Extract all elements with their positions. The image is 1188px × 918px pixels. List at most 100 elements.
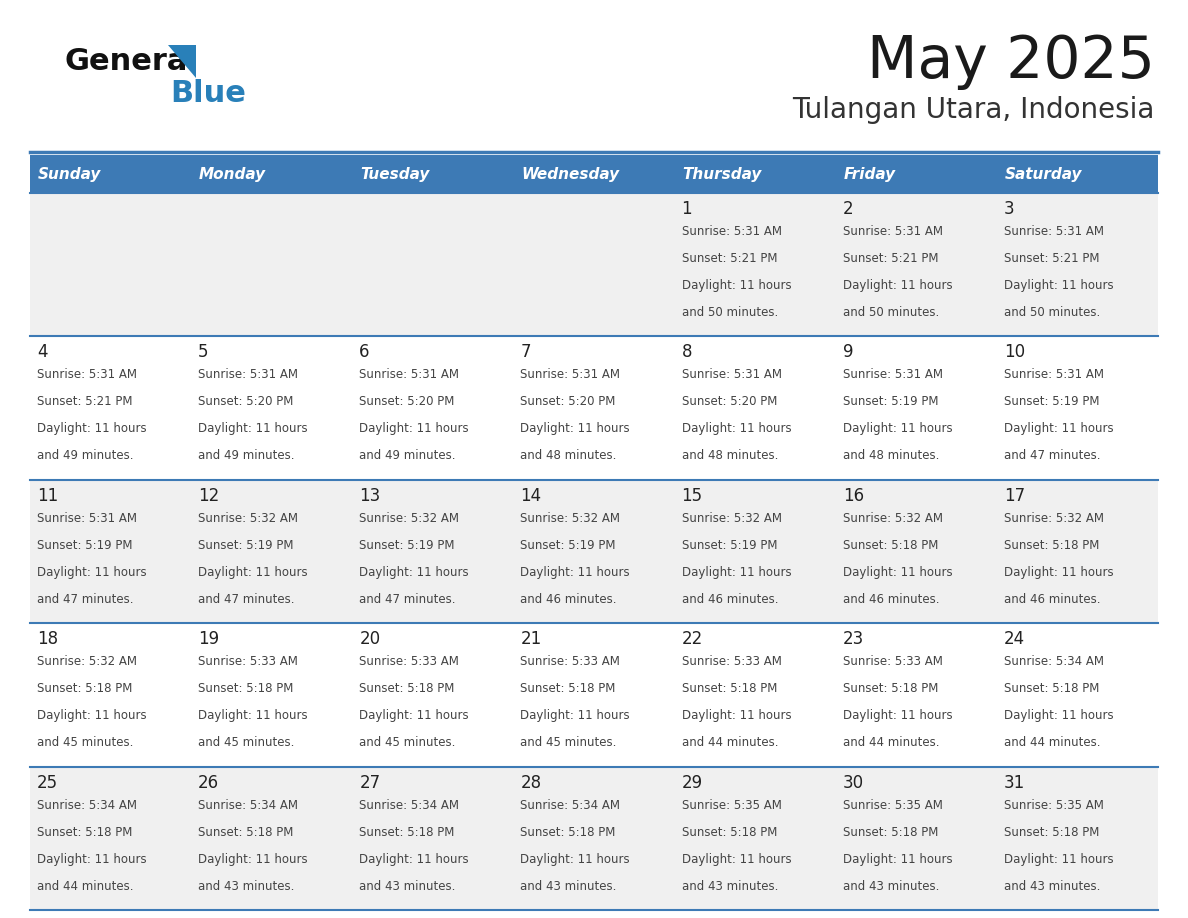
Bar	[513, 623, 675, 767]
Text: Sunrise: 5:35 AM: Sunrise: 5:35 AM	[1004, 799, 1104, 812]
Text: Sunset: 5:19 PM: Sunset: 5:19 PM	[842, 396, 939, 409]
Text: Sunset: 5:18 PM: Sunset: 5:18 PM	[359, 825, 455, 839]
Text: Saturday: Saturday	[1005, 166, 1082, 182]
Text: Sunday: Sunday	[38, 166, 101, 182]
Text: Daylight: 11 hours: Daylight: 11 hours	[682, 710, 791, 722]
Text: Tuesday: Tuesday	[360, 166, 430, 182]
Text: 9: 9	[842, 343, 853, 362]
Text: Sunset: 5:19 PM: Sunset: 5:19 PM	[682, 539, 777, 552]
Text: May 2025: May 2025	[867, 33, 1155, 91]
Text: Daylight: 11 hours: Daylight: 11 hours	[198, 710, 308, 722]
Text: and 50 minutes.: and 50 minutes.	[842, 306, 939, 319]
Text: and 46 minutes.: and 46 minutes.	[520, 593, 617, 606]
Text: and 47 minutes.: and 47 minutes.	[37, 593, 133, 606]
Text: and 49 minutes.: and 49 minutes.	[359, 450, 456, 463]
Text: 15: 15	[682, 487, 702, 505]
Text: 30: 30	[842, 774, 864, 791]
Text: Sunset: 5:18 PM: Sunset: 5:18 PM	[37, 682, 132, 695]
Text: Sunrise: 5:32 AM: Sunrise: 5:32 AM	[359, 512, 460, 525]
Text: and 46 minutes.: and 46 minutes.	[682, 593, 778, 606]
Text: 20: 20	[359, 630, 380, 648]
Bar	[835, 623, 997, 767]
Text: 31: 31	[1004, 774, 1025, 791]
Text: and 47 minutes.: and 47 minutes.	[1004, 450, 1100, 463]
Text: Sunrise: 5:33 AM: Sunrise: 5:33 AM	[842, 655, 942, 668]
Text: Sunrise: 5:34 AM: Sunrise: 5:34 AM	[359, 799, 460, 812]
Text: and 45 minutes.: and 45 minutes.	[198, 736, 295, 749]
Text: Sunrise: 5:32 AM: Sunrise: 5:32 AM	[198, 512, 298, 525]
Bar	[30, 193, 191, 336]
Bar	[513, 480, 675, 623]
Bar	[353, 480, 513, 623]
Bar	[191, 623, 353, 767]
Text: and 44 minutes.: and 44 minutes.	[842, 736, 940, 749]
Bar	[191, 155, 353, 193]
Text: Sunset: 5:21 PM: Sunset: 5:21 PM	[1004, 252, 1099, 265]
Text: Sunset: 5:19 PM: Sunset: 5:19 PM	[359, 539, 455, 552]
Text: Daylight: 11 hours: Daylight: 11 hours	[842, 710, 953, 722]
Text: Daylight: 11 hours: Daylight: 11 hours	[1004, 279, 1113, 292]
Bar	[997, 767, 1158, 910]
Text: Daylight: 11 hours: Daylight: 11 hours	[198, 853, 308, 866]
Text: Sunrise: 5:35 AM: Sunrise: 5:35 AM	[682, 799, 782, 812]
Text: Sunset: 5:20 PM: Sunset: 5:20 PM	[682, 396, 777, 409]
Text: and 49 minutes.: and 49 minutes.	[198, 450, 295, 463]
Text: 19: 19	[198, 630, 220, 648]
Bar	[30, 155, 191, 193]
Text: Sunrise: 5:32 AM: Sunrise: 5:32 AM	[520, 512, 620, 525]
Text: and 45 minutes.: and 45 minutes.	[520, 736, 617, 749]
Text: Tulangan Utara, Indonesia: Tulangan Utara, Indonesia	[792, 96, 1155, 124]
Text: and 43 minutes.: and 43 minutes.	[1004, 879, 1100, 892]
Text: Daylight: 11 hours: Daylight: 11 hours	[1004, 565, 1113, 579]
Text: and 43 minutes.: and 43 minutes.	[842, 879, 939, 892]
Bar	[835, 480, 997, 623]
Text: Sunrise: 5:33 AM: Sunrise: 5:33 AM	[520, 655, 620, 668]
Text: Sunset: 5:19 PM: Sunset: 5:19 PM	[198, 539, 293, 552]
Text: Daylight: 11 hours: Daylight: 11 hours	[842, 565, 953, 579]
Text: 26: 26	[198, 774, 220, 791]
Bar	[513, 767, 675, 910]
Text: and 50 minutes.: and 50 minutes.	[1004, 306, 1100, 319]
Bar	[353, 767, 513, 910]
Text: Sunset: 5:18 PM: Sunset: 5:18 PM	[842, 682, 939, 695]
Text: Sunset: 5:18 PM: Sunset: 5:18 PM	[842, 539, 939, 552]
Text: and 45 minutes.: and 45 minutes.	[37, 736, 133, 749]
Bar	[30, 480, 191, 623]
Text: Sunrise: 5:35 AM: Sunrise: 5:35 AM	[842, 799, 942, 812]
Text: 2: 2	[842, 200, 853, 218]
Text: Sunset: 5:18 PM: Sunset: 5:18 PM	[198, 825, 293, 839]
Text: Sunset: 5:18 PM: Sunset: 5:18 PM	[37, 825, 132, 839]
Text: Sunrise: 5:31 AM: Sunrise: 5:31 AM	[682, 368, 782, 381]
Text: Sunrise: 5:34 AM: Sunrise: 5:34 AM	[1004, 655, 1104, 668]
Text: Sunset: 5:19 PM: Sunset: 5:19 PM	[1004, 396, 1099, 409]
Text: Sunset: 5:20 PM: Sunset: 5:20 PM	[359, 396, 455, 409]
Text: Sunset: 5:18 PM: Sunset: 5:18 PM	[682, 825, 777, 839]
Text: and 43 minutes.: and 43 minutes.	[682, 879, 778, 892]
Text: and 46 minutes.: and 46 minutes.	[842, 593, 940, 606]
Text: Sunrise: 5:31 AM: Sunrise: 5:31 AM	[842, 225, 943, 238]
Text: 23: 23	[842, 630, 864, 648]
Text: Thursday: Thursday	[683, 166, 762, 182]
Text: Sunrise: 5:33 AM: Sunrise: 5:33 AM	[359, 655, 459, 668]
Text: 8: 8	[682, 343, 693, 362]
Polygon shape	[168, 45, 196, 78]
Bar	[30, 623, 191, 767]
Text: 18: 18	[37, 630, 58, 648]
Text: and 47 minutes.: and 47 minutes.	[359, 593, 456, 606]
Text: Daylight: 11 hours: Daylight: 11 hours	[520, 853, 630, 866]
Text: Wednesday: Wednesday	[522, 166, 620, 182]
Text: 27: 27	[359, 774, 380, 791]
Bar	[513, 336, 675, 480]
Bar	[997, 623, 1158, 767]
Bar	[675, 193, 835, 336]
Text: Sunset: 5:18 PM: Sunset: 5:18 PM	[1004, 825, 1099, 839]
Text: Sunrise: 5:31 AM: Sunrise: 5:31 AM	[1004, 368, 1104, 381]
Text: General: General	[65, 48, 198, 76]
Text: 13: 13	[359, 487, 380, 505]
Text: Sunset: 5:19 PM: Sunset: 5:19 PM	[37, 539, 133, 552]
Text: Sunset: 5:20 PM: Sunset: 5:20 PM	[520, 396, 615, 409]
Text: Daylight: 11 hours: Daylight: 11 hours	[1004, 710, 1113, 722]
Bar	[513, 193, 675, 336]
Text: Daylight: 11 hours: Daylight: 11 hours	[682, 853, 791, 866]
Text: 14: 14	[520, 487, 542, 505]
